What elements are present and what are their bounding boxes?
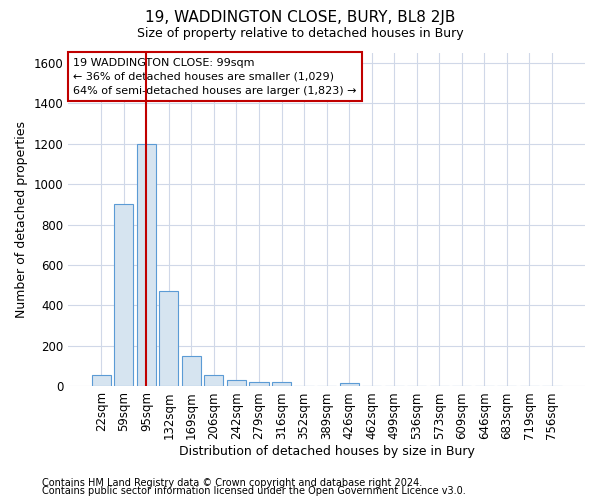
Text: Contains public sector information licensed under the Open Government Licence v3: Contains public sector information licen… <box>42 486 466 496</box>
Bar <box>250 382 269 386</box>
Y-axis label: Number of detached properties: Number of detached properties <box>15 121 28 318</box>
Bar <box>205 374 223 386</box>
Bar <box>114 204 133 386</box>
Bar <box>182 356 201 386</box>
Text: 19 WADDINGTON CLOSE: 99sqm
← 36% of detached houses are smaller (1,029)
64% of s: 19 WADDINGTON CLOSE: 99sqm ← 36% of deta… <box>73 58 357 96</box>
Bar <box>340 383 359 386</box>
Text: 19, WADDINGTON CLOSE, BURY, BL8 2JB: 19, WADDINGTON CLOSE, BURY, BL8 2JB <box>145 10 455 25</box>
Bar <box>272 382 291 386</box>
Bar <box>159 292 178 386</box>
Bar <box>92 376 111 386</box>
Bar <box>137 144 156 386</box>
Text: Size of property relative to detached houses in Bury: Size of property relative to detached ho… <box>137 28 463 40</box>
Text: Contains HM Land Registry data © Crown copyright and database right 2024.: Contains HM Land Registry data © Crown c… <box>42 478 422 488</box>
Bar <box>227 380 246 386</box>
X-axis label: Distribution of detached houses by size in Bury: Distribution of detached houses by size … <box>179 444 475 458</box>
